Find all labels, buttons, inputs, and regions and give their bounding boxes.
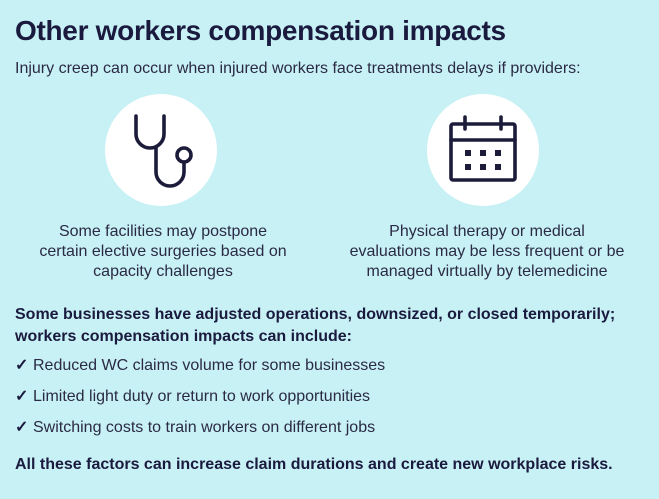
impact-caption-surgeries: Some facilities may postpone certain ele… [18,222,308,282]
stethoscope-icon [134,114,193,188]
caption-line: capacity challenges [93,263,233,280]
caption-line: certain elective surgeries based on [39,243,287,260]
caption-line: managed virtually by telemedicine [366,263,608,280]
checklist-item-text: Limited light duty or return to work opp… [33,388,371,405]
checklist-item-text: Switching costs to train workers on diff… [33,419,376,436]
page-subtitle: Injury creep can occur when injured work… [15,60,581,77]
check-icon: ✓ [15,388,29,405]
checklist-item: ✓ Switching costs to train workers on di… [15,418,385,449]
caption-line: Some facilities may postpone [58,223,268,240]
calendar-icon-circle [427,94,539,206]
caption-line: evaluations may be less frequent or be [349,243,625,260]
impact-caption-therapy: Physical therapy or medical evaluations … [342,222,632,282]
impacts-checklist: ✓ Reduced WC claims volume for some busi… [15,356,385,449]
caption-line: Physical therapy or medical [389,223,585,240]
stethoscope-icon-circle [105,94,217,206]
checklist-item-text: Reduced WC claims volume for some busine… [33,357,386,374]
footer-statement: All these factors can increase claim dur… [15,456,613,473]
check-icon: ✓ [15,357,29,374]
page-title: Other workers compensation impacts [15,15,506,46]
checklist-item: ✓ Reduced WC claims volume for some busi… [15,356,385,387]
check-icon: ✓ [15,419,29,436]
checklist-item: ✓ Limited light duty or return to work o… [15,387,385,418]
calendar-icon [449,115,517,182]
business-impacts-lead: Some businesses have adjusted operations… [15,306,616,345]
